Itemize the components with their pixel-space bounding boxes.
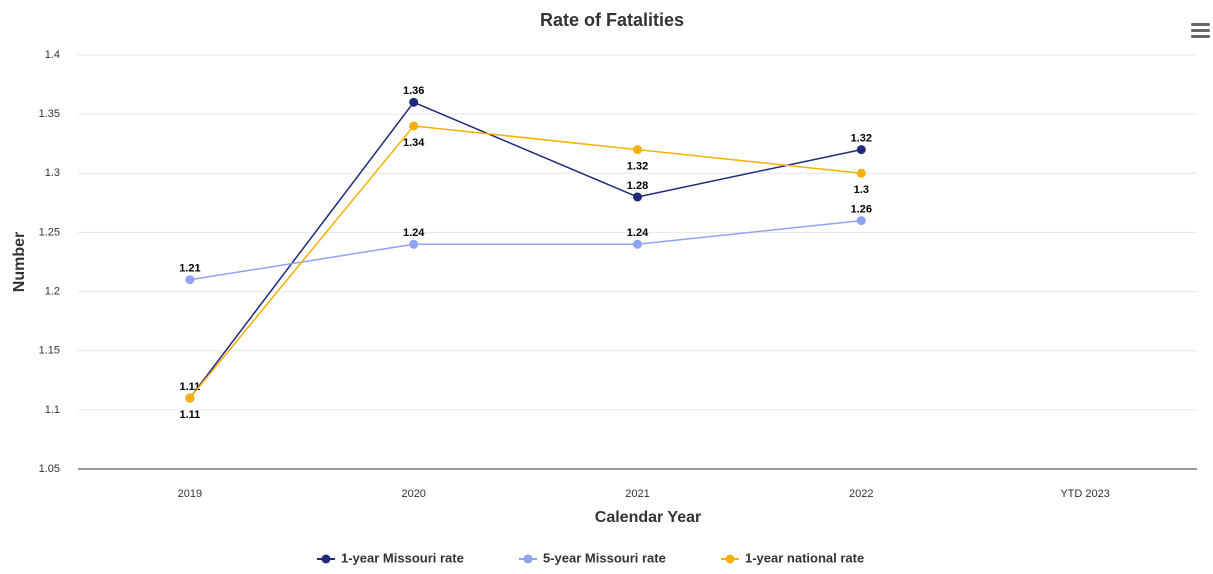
data-label: 1.21 <box>179 263 200 275</box>
legend-item[interactable]: 1-year national rate <box>721 550 864 565</box>
y-tick-label: 1.15 <box>39 345 60 357</box>
series-line <box>189 219 862 281</box>
y-tick-label: 1.2 <box>45 285 60 297</box>
data-label: 1.11 <box>179 409 200 421</box>
legend-marker <box>725 554 735 564</box>
y-axis-title: Number <box>11 232 28 292</box>
data-point <box>185 393 195 403</box>
data-label: 1.26 <box>851 204 872 216</box>
menu-bar <box>1191 29 1210 32</box>
menu-button[interactable] <box>1191 23 1210 38</box>
y-tick-label: 1.25 <box>39 226 60 238</box>
data-label: 1.28 <box>627 180 648 192</box>
data-point <box>856 145 866 155</box>
data-point <box>633 145 642 155</box>
y-tick-label: 1.35 <box>39 108 60 120</box>
data-label: 1.11 <box>179 381 200 393</box>
data-point <box>633 192 642 202</box>
legend-label: 5-year Missouri rate <box>543 550 666 565</box>
series-line <box>189 125 862 399</box>
chart-title: Rate of Fatalities <box>540 10 684 30</box>
data-label: 1.3 <box>854 184 869 196</box>
legend-marker <box>523 554 533 564</box>
data-label: 1.36 <box>403 85 424 97</box>
menu-bar <box>1191 35 1210 38</box>
data-label: 1.32 <box>627 161 648 173</box>
data-label: 1.32 <box>851 133 872 145</box>
y-tick-label: 1.05 <box>39 463 60 475</box>
data-point <box>409 121 419 131</box>
x-tick-label: 2021 <box>625 488 649 500</box>
menu-bar <box>1191 23 1210 26</box>
x-tick-label: 2022 <box>849 488 873 500</box>
x-tick-label: 2019 <box>178 488 202 500</box>
data-point <box>856 216 866 226</box>
x-tick-label: 2020 <box>401 488 425 500</box>
data-point <box>409 97 419 107</box>
y-tick-label: 1.4 <box>45 49 60 61</box>
legend-item[interactable]: 5-year Missouri rate <box>519 550 666 565</box>
legend-item[interactable]: 1-year Missouri rate <box>317 550 464 565</box>
data-point <box>633 239 642 249</box>
data-label: 1.24 <box>627 227 649 239</box>
y-tick-label: 1.1 <box>45 404 60 416</box>
data-label: 1.34 <box>403 137 425 149</box>
data-label: 1.24 <box>403 227 425 239</box>
data-point <box>409 239 419 249</box>
legend-label: 1-year Missouri rate <box>341 550 464 565</box>
data-point <box>856 168 866 178</box>
series-line <box>189 101 862 399</box>
x-tick-label: YTD 2023 <box>1060 488 1110 500</box>
legend-label: 1-year national rate <box>745 550 864 565</box>
data-point <box>185 275 195 285</box>
x-axis-title: Calendar Year <box>595 509 701 526</box>
legend-marker <box>321 554 331 564</box>
y-tick-label: 1.3 <box>45 167 60 179</box>
